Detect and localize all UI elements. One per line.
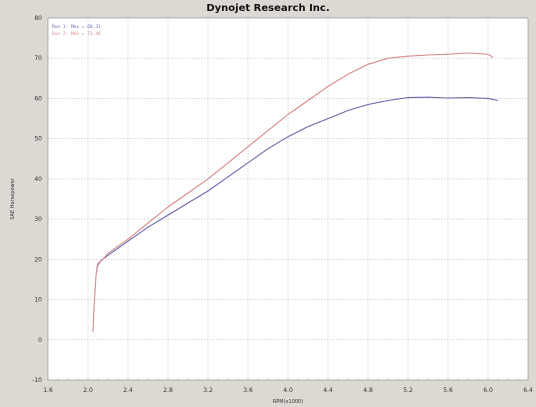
x-tick-label: 2.8 [163, 387, 173, 394]
y-tick-label: 60 [34, 95, 42, 102]
x-tick-label: 3.2 [203, 387, 213, 394]
x-axis-label: RPM(x1000) [273, 399, 303, 405]
series-line-2 [92, 52, 494, 332]
x-tick-label: 5.6 [443, 387, 453, 394]
series-line-1 [96, 96, 499, 272]
x-tick-label: 2.4 [123, 387, 133, 394]
y-tick-label: 30 [34, 216, 42, 223]
legend-entry-1: Run 1: Max = 60.31 [52, 24, 101, 30]
x-tick-label: 4.4 [323, 387, 333, 394]
x-tick-label: 1.6 [43, 387, 53, 394]
x-tick-label: 4.8 [363, 387, 373, 394]
legend-entry-2: Run 2: Max = 71.46 [52, 31, 101, 37]
x-tick-label: 3.6 [243, 387, 253, 394]
y-tick-label: 0 [38, 337, 42, 344]
y-tick-label: -10 [32, 377, 42, 384]
y-tick-label: 20 [34, 256, 42, 263]
x-tick-label: 2.0 [83, 387, 93, 394]
x-tick-label: 6.4 [523, 387, 533, 394]
x-tick-label: 5.2 [403, 387, 413, 394]
x-tick-label: 4.0 [283, 387, 293, 394]
chart-title: Dynojet Research Inc. [206, 3, 330, 14]
x-tick-label: 6.0 [483, 387, 493, 394]
y-tick-label: 50 [34, 136, 42, 143]
y-tick-label: 40 [34, 176, 42, 183]
y-axis-label: SAE Horsepower [10, 177, 16, 219]
y-tick-label: 80 [34, 15, 42, 22]
y-tick-label: 10 [34, 297, 42, 304]
y-tick-label: 70 [34, 55, 42, 62]
